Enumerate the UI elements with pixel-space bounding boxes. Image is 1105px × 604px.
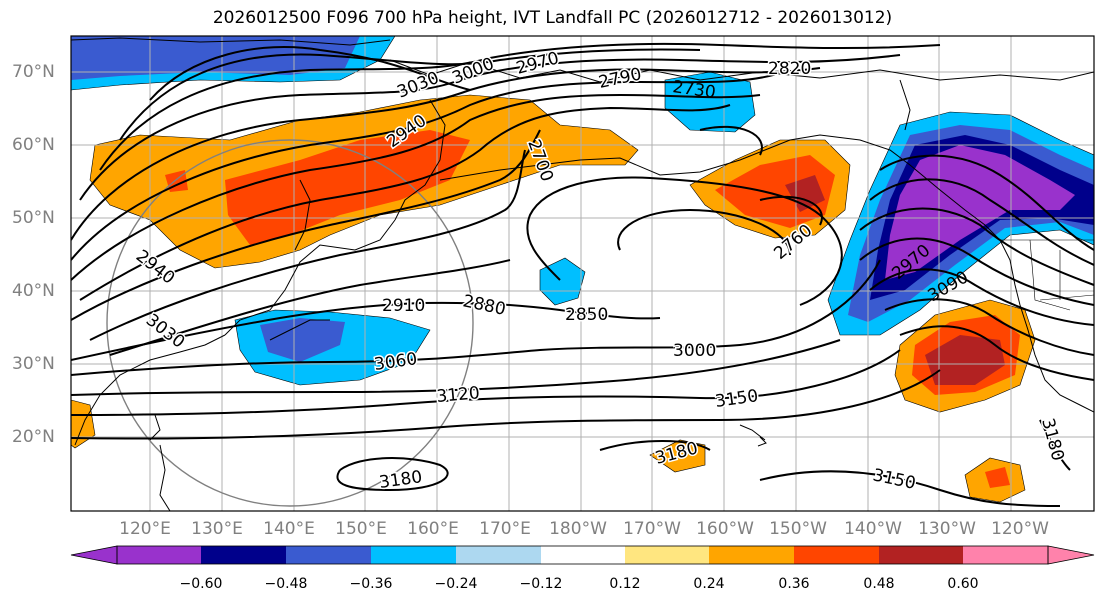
positive-anomaly-south-core [985,467,1010,488]
height-contours [71,42,1094,507]
colorbar [70,545,1095,565]
colorbar-segment [879,546,963,564]
positive-anomaly-california-max [925,335,1005,385]
contour-label: 2910 [382,296,425,316]
lon-label: 160°W [696,519,754,539]
lon-label: 120°E [119,519,171,539]
colorbar-extend-max [1047,545,1095,565]
lon-label: 130°E [191,519,243,539]
lon-label: 130°W [918,519,976,539]
map-frame [70,35,1095,512]
colorbar-frame [116,545,1049,565]
colorbar-tick: −0.60 [179,576,223,592]
lat-label: 50°N [12,208,55,228]
islands [149,414,767,447]
colorbar-tick: 0.60 [947,576,979,592]
lon-label: 180°W [549,519,607,539]
colorbar-segment [371,546,456,564]
colorbar-tick: −0.48 [264,576,308,592]
contour-label: 3000 [673,341,716,361]
colorbar-segment [286,546,371,564]
colorbar-tick: 0.12 [609,576,641,592]
colorbar-tick: 0.36 [778,576,810,592]
lon-label: 170°W [623,519,681,539]
lat-label: 20°N [12,427,55,447]
lat-label: 30°N [12,354,55,374]
colorbar-segment [201,546,286,564]
lon-label: 120°W [991,519,1049,539]
positive-anomaly-hawaii [649,439,706,473]
lon-label: 140°W [844,519,902,539]
contour-label: 3120 [436,383,481,407]
colorbar-extend-min [70,545,118,565]
contour-label: 2820 [768,59,811,79]
positive-anomaly-goa-max [785,175,825,212]
ivt-shading [71,36,1094,503]
lon-label: 150°W [769,519,827,539]
lat-label: 60°N [12,135,55,155]
positive-anomaly-goa-core [715,155,835,228]
contour-label: 2850 [565,305,608,325]
colorbar-tick: −0.36 [349,576,393,592]
lon-label: 160°E [407,519,459,539]
lat-label: 70°N [12,62,55,82]
colorbar-segment [709,546,794,564]
colorbar-tick: −0.24 [434,576,478,592]
positive-anomaly-asia-core [225,130,470,245]
lat-label: 40°N [12,281,55,301]
colorbar-tick: 0.48 [863,576,895,592]
map-title: 2026012500 F096 700 hPa height, IVT Land… [212,8,893,28]
lon-label: 170°E [479,519,531,539]
map-panel: 3030 3000 2970 2940 2790 2730 2820 2700 … [70,35,1095,512]
colorbar-segment [794,546,879,564]
colorbar-segment [456,546,541,564]
reference-circle [106,139,474,507]
lon-label: 140°E [263,519,315,539]
colorbar-segment [117,546,201,564]
lon-label: 150°E [335,519,387,539]
colorbar-segment [963,546,1048,564]
colorbar-segment [625,546,709,564]
colorbar-tick: −0.12 [519,576,563,592]
coastlines [71,37,1094,511]
negative-anomaly-bering [664,71,756,133]
negative-anomaly-japan-core [260,318,345,362]
colorbar-tick: 0.24 [693,576,725,592]
colorbar-segment [541,546,625,564]
